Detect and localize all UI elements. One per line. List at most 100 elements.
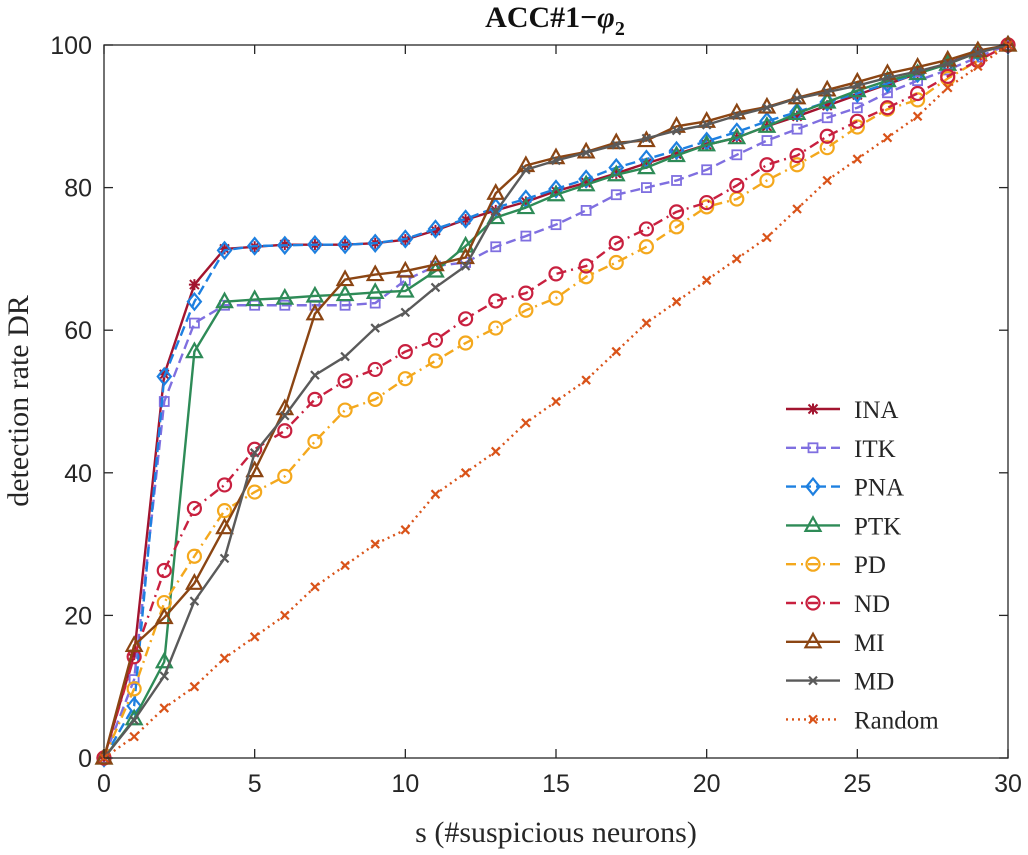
data-point-mi [154,607,174,625]
data-point-mi [426,254,445,272]
legend-entry-md: MD [786,669,894,696]
data-point-random [249,632,260,642]
data-point-ina [219,243,231,255]
data-point-md [581,147,591,158]
legend-label-nd: ND [854,591,890,618]
data-point-mi [456,247,475,265]
data-point-random [551,396,561,407]
data-point-nd [608,235,624,251]
y-tick-label: 0 [78,745,92,773]
data-point-pd [668,219,685,235]
legend-marker-nd [805,595,821,611]
data-point-itk [641,182,652,194]
data-point-pd [337,402,353,418]
series-md [99,40,1013,763]
data-point-md [249,448,260,458]
data-point-md [280,410,290,421]
data-point-pna [457,209,474,229]
chart-title-subscript: 2 [615,18,625,40]
data-point-md [671,125,682,136]
data-point-random [490,446,501,457]
data-point-nd [699,194,715,211]
legend-entry-pna: PNA [786,475,904,502]
data-point-itk [520,230,532,242]
data-point-md [611,140,622,150]
x-tick-label: 10 [391,770,419,798]
data-point-ina [791,110,803,122]
data-point-md [340,351,350,362]
data-point-ptk [185,341,204,359]
data-point-random [280,610,290,621]
data-point-ptk [637,157,656,175]
data-point-md [822,87,832,97]
chart-title-symbol: φ [597,1,615,34]
data-point-itk [671,175,682,186]
data-point-random [400,525,411,535]
data-point-pna [668,140,685,161]
data-point-itk [731,149,743,161]
data-point-pd [789,157,805,173]
legend-entry-ina: INA [786,397,898,424]
data-point-itk [279,299,291,311]
data-point-pna [307,234,323,255]
legend-marker-ina [807,403,819,415]
data-point-random [973,61,983,72]
series-line-pd [102,43,1009,759]
data-point-md [882,73,893,83]
data-point-itk [580,205,592,216]
data-point-itk [791,123,803,135]
legend-entry-ptk: PTK [786,513,901,540]
data-point-random [370,539,380,549]
data-point-random [340,560,350,571]
data-point-mi [335,269,355,287]
data-point-pd [759,172,775,189]
data-point-pd [518,302,534,318]
data-point-ina [610,167,622,179]
data-point-itk [188,317,200,329]
data-point-md [219,553,230,564]
data-point-ina [821,100,833,112]
data-point-pd [307,433,323,450]
legend-marker-pd [805,556,821,572]
data-point-random [641,318,652,328]
data-point-random [792,204,802,214]
x-tick-label: 0 [97,770,111,798]
data-point-md [852,80,863,91]
legend-marker-ptk [803,515,823,533]
data-point-md [430,282,441,293]
x-axis-title: s (#suspicious neurons) [415,816,697,849]
data-point-itk [821,112,833,124]
data-point-random [189,681,200,692]
data-point-pd [638,239,655,255]
data-point-nd [488,293,504,309]
data-point-mi [395,260,415,278]
y-axis-title: detection rate DR [2,295,35,507]
legend-marker-pna [805,476,821,497]
data-point-nd [427,332,444,348]
data-point-ptk [787,103,807,121]
data-point-mi [185,573,204,590]
legend-label-pna: PNA [854,475,904,502]
data-point-ina [520,196,532,208]
x-tick-label: 25 [843,770,871,798]
data-point-pna [759,111,775,132]
data-point-mi [305,303,325,321]
x-tick-label: 5 [248,770,262,798]
data-point-ina [640,157,652,169]
data-point-nd [156,562,172,579]
data-point-pd [216,502,233,519]
data-point-random [611,346,622,357]
data-point-pd [849,119,865,135]
data-point-pna [397,229,414,249]
data-point-nd [397,343,413,360]
data-point-pna [96,748,112,768]
data-point-md [732,110,742,121]
data-point-pna [427,219,444,239]
data-point-pd [397,371,413,387]
y-tick-label: 20 [64,602,92,630]
legend-entry-random: Random [786,707,939,734]
data-point-pna [578,169,595,189]
data-point-md [701,120,712,130]
legend-label-ptk: PTK [854,513,901,540]
data-point-md [490,207,501,217]
